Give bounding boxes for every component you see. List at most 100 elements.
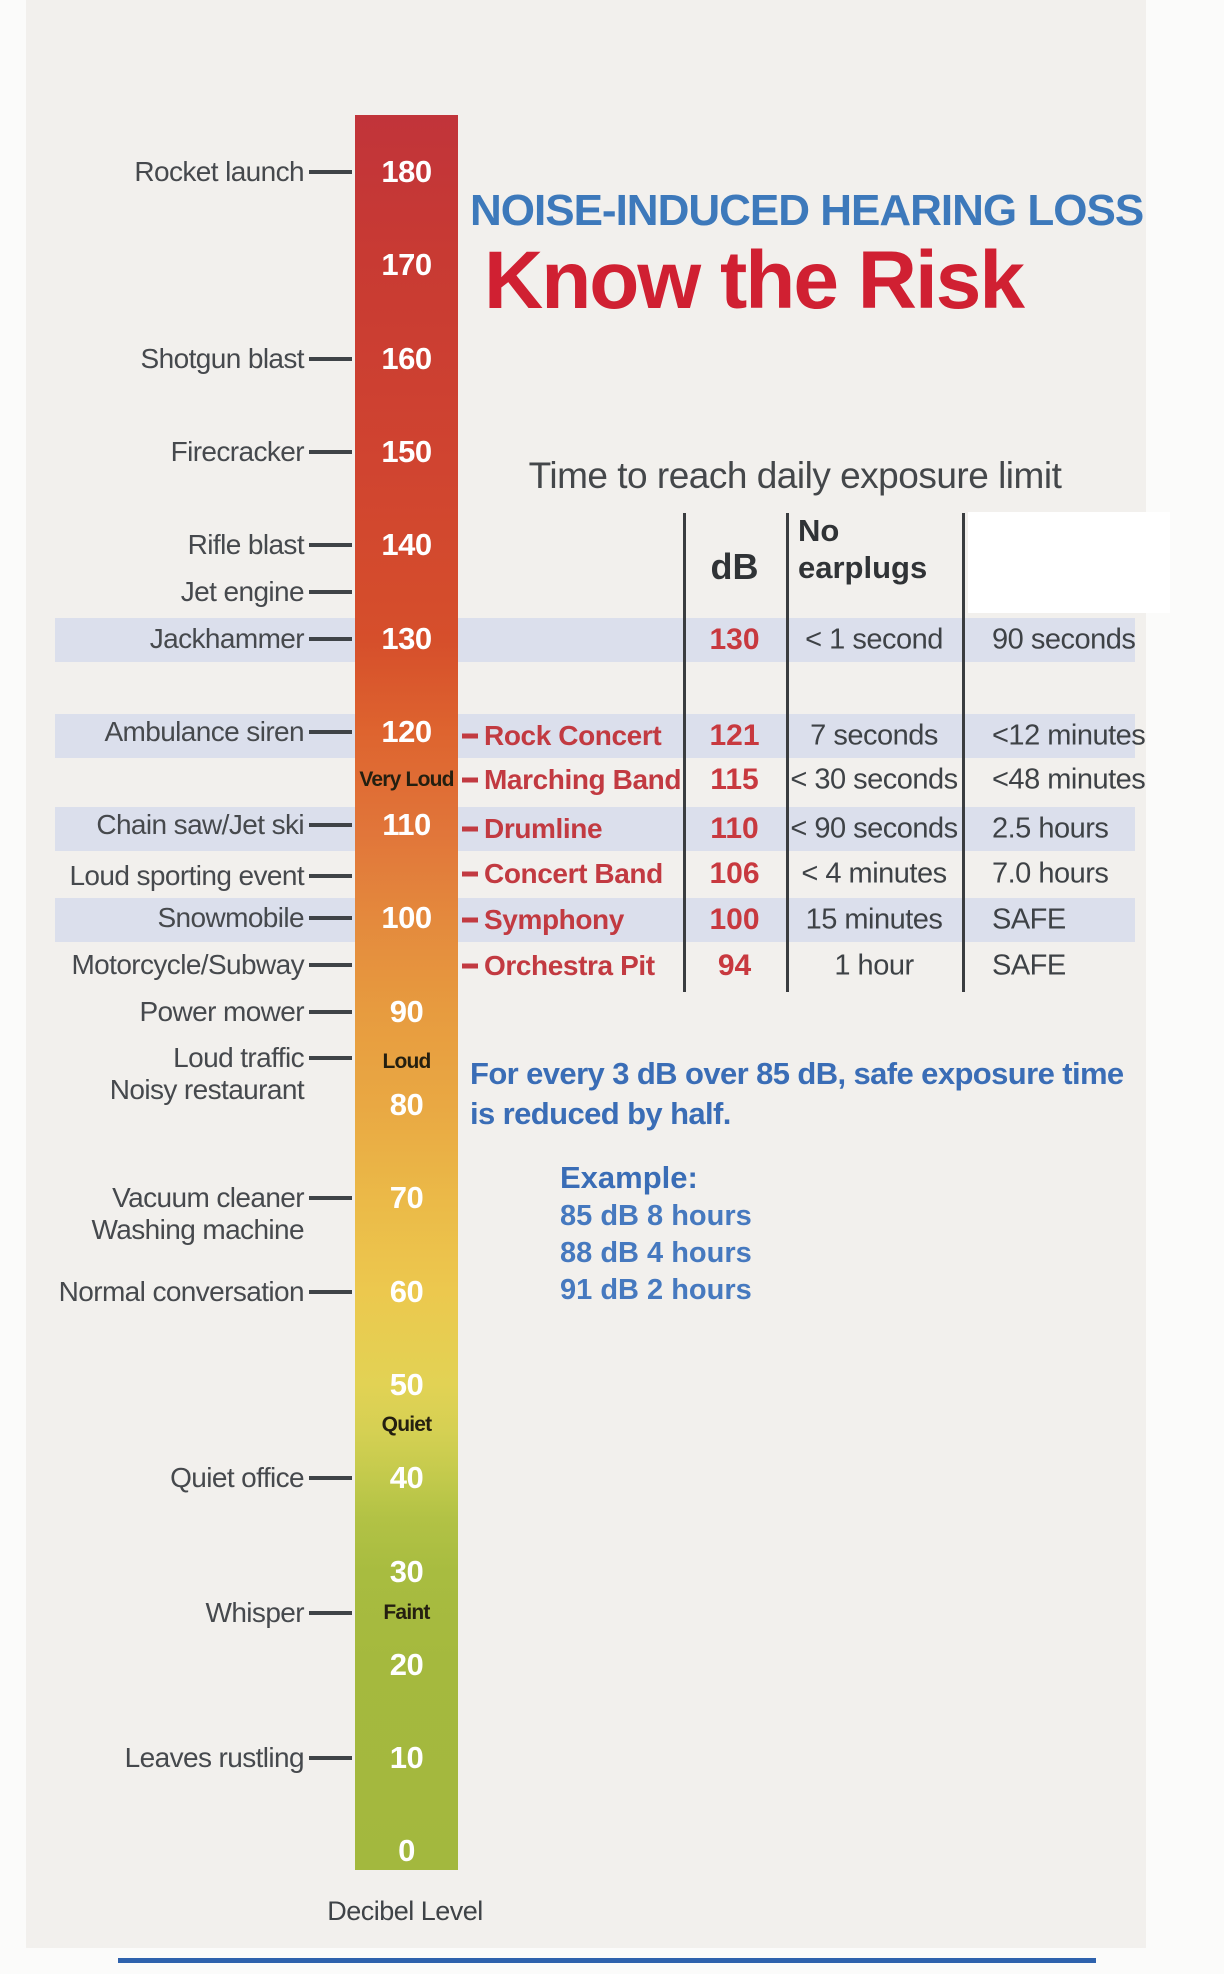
bar-number: 60	[389, 1273, 424, 1309]
scale-left-label: Jackhammer	[149, 622, 305, 654]
table-rule-left	[683, 513, 686, 992]
page-edge-right	[1146, 0, 1224, 1974]
title-kicker: NOISE-INDUCED HEARING LOSS	[470, 186, 1144, 235]
bar-number: 160	[381, 340, 432, 376]
table-source-dash	[462, 826, 478, 832]
table-db-value: 100	[709, 903, 760, 936]
table-source-dash	[462, 777, 478, 783]
scale-tick	[309, 963, 352, 968]
table-time-earplugs: SAFE	[992, 949, 1066, 982]
table-db-value: 121	[709, 719, 760, 752]
bar-number: 50	[389, 1366, 424, 1402]
example-line: 91 dB 2 hours	[560, 1274, 752, 1306]
bar-number: 120	[381, 713, 432, 749]
bar-number: 140	[381, 527, 432, 563]
table-db-value: 110	[710, 812, 759, 845]
scale-tick	[309, 916, 352, 921]
table-time-earplugs: 2.5 hours	[992, 812, 1109, 845]
scale-tick	[309, 729, 352, 734]
row-highlight-band	[55, 898, 1135, 942]
bar-number: 150	[381, 433, 432, 469]
rule-of-thumb-note-line2: is reduced by half.	[470, 1096, 731, 1131]
bar-number: 110	[382, 807, 431, 843]
column-header-db: dB	[710, 546, 759, 587]
scan-artifact-blue-line	[118, 1958, 1096, 1963]
page-title: Know the Risk	[484, 235, 1025, 326]
bar-zone-label: Faint	[383, 1600, 430, 1624]
table-time-earplugs: 7.0 hours	[992, 857, 1109, 890]
table-source-dash	[462, 963, 478, 969]
page-edge-left	[0, 0, 26, 1974]
bar-zone-label: Quiet	[381, 1413, 432, 1437]
scale-left-label: Rifle blast	[187, 529, 305, 561]
table-rule-right	[962, 513, 965, 992]
bar-number: 170	[381, 247, 432, 283]
scale-left-label: Power mower	[139, 995, 304, 1027]
scale-tick	[309, 1610, 352, 1615]
scale-tick	[309, 874, 352, 879]
bar-number: 0	[398, 1833, 415, 1869]
bar-number: 180	[381, 154, 432, 189]
scale-left-label: Ambulance siren	[104, 715, 304, 747]
scale-left-label: Normal conversation	[58, 1275, 305, 1307]
scale-tick	[309, 1289, 352, 1294]
bar-number: 70	[389, 1180, 424, 1216]
scale-tick	[309, 449, 352, 454]
scale-left-label: Firecracker	[170, 435, 305, 467]
scale-tick	[309, 356, 352, 361]
scale-tick	[309, 1009, 352, 1014]
scale-left-label: Rocket launch	[134, 156, 304, 187]
table-time-no-earplugs: 15 minutes	[805, 903, 943, 936]
scale-left-label: Jet engine	[180, 575, 305, 607]
table-source-label: Symphony	[484, 904, 624, 935]
scale-tick	[309, 1476, 352, 1481]
table-db-value: 94	[717, 949, 752, 982]
scale-tick	[309, 170, 352, 174]
scale-tick	[309, 1056, 352, 1061]
table-time-earplugs: <12 minutes	[992, 719, 1146, 752]
table-source-label: Orchestra Pit	[484, 950, 655, 981]
redacted-header-box	[968, 512, 1170, 613]
bar-number: 100	[381, 900, 432, 936]
rule-of-thumb-note-line1: For every 3 dB over 85 dB, safe exposure…	[470, 1056, 1124, 1091]
bar-number: 40	[389, 1460, 424, 1496]
table-time-no-earplugs: < 90 seconds	[790, 812, 958, 845]
table-source-label: Marching Band	[484, 764, 682, 795]
example-label: Example:	[560, 1160, 698, 1195]
bar-number: 90	[389, 993, 424, 1029]
bar-number: 20	[389, 1646, 424, 1682]
table-time-no-earplugs: < 1 second	[805, 623, 943, 656]
table-time-no-earplugs: 7 seconds	[810, 719, 938, 752]
scale-left-label: Snowmobile	[157, 902, 304, 934]
scale-tick	[309, 589, 352, 594]
row-highlight-band	[55, 714, 1135, 758]
scale-left-label: Washing machine	[91, 1214, 304, 1246]
table-source-dash	[462, 917, 478, 923]
table-db-value: 106	[709, 857, 760, 890]
scale-tick	[309, 543, 352, 548]
bar-number: 10	[389, 1740, 424, 1776]
row-highlight-band	[55, 618, 1135, 662]
table-source-label: Drumline	[484, 813, 603, 844]
scale-left-label: Quiet office	[170, 1462, 305, 1494]
table-time-earplugs: SAFE	[992, 903, 1066, 936]
table-source-label: Rock Concert	[484, 720, 662, 751]
table-time-no-earplugs: < 4 minutes	[801, 857, 947, 890]
scale-caption: Decibel Level	[327, 1896, 483, 1926]
table-time-no-earplugs: < 30 seconds	[790, 763, 958, 796]
bar-number: 130	[381, 620, 432, 656]
scale-left-label: Vacuum cleaner	[112, 1182, 304, 1214]
table-source-dash	[462, 733, 478, 739]
table-title: Time to reach daily exposure limit	[528, 455, 1062, 496]
column-header-no-earplugs: No earplugs	[798, 513, 928, 585]
table-time-earplugs: 90 seconds	[992, 623, 1136, 656]
table-db-value: 130	[709, 623, 760, 656]
scale-tick	[309, 1756, 352, 1761]
bar-zone-label: Very Loud	[359, 768, 454, 792]
bar-zone-label: Loud	[382, 1050, 431, 1074]
scale-left-label: Loud traffic	[173, 1042, 304, 1074]
table-rule-middle	[786, 513, 789, 992]
table-source-dash	[462, 871, 478, 877]
scale-left-label: Leaves rustling	[124, 1742, 305, 1774]
